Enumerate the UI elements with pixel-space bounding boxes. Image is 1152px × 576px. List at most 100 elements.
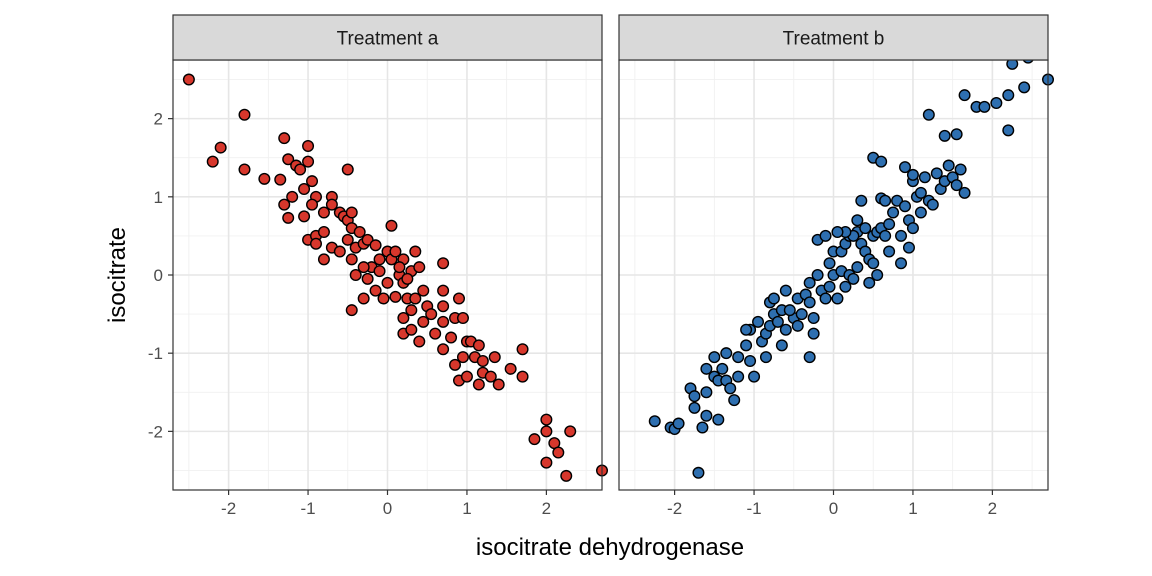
- data-point: [405, 304, 418, 317]
- y-tick-label: 2: [154, 110, 163, 129]
- data-point: [206, 155, 219, 168]
- data-point: [437, 315, 450, 328]
- x-axis-ticks: -2 -1 0 1 2: [667, 490, 997, 518]
- data-point: [333, 245, 346, 258]
- data-point: [700, 409, 713, 422]
- data-point: [353, 225, 366, 238]
- data-point: [775, 339, 788, 352]
- data-point: [282, 153, 295, 166]
- data-point: [214, 141, 227, 154]
- data-point: [811, 269, 824, 282]
- data-point: [732, 351, 745, 364]
- data-point: [274, 173, 287, 186]
- strip-background: [618, 14, 1049, 61]
- data-point: [803, 351, 816, 364]
- strip-label: Treatment a: [337, 29, 439, 50]
- data-point: [914, 186, 927, 199]
- strip-label: Treatment b: [783, 29, 885, 50]
- data-point: [954, 163, 967, 176]
- data-point: [851, 214, 864, 227]
- data-point: [847, 272, 860, 285]
- data-point: [540, 413, 553, 426]
- data-point: [899, 200, 912, 213]
- data-point: [759, 351, 772, 364]
- data-point: [317, 253, 330, 266]
- data-point: [771, 315, 784, 328]
- data-point: [484, 370, 497, 383]
- data-point: [286, 190, 299, 203]
- data-point: [472, 339, 485, 352]
- data-point: [516, 343, 529, 356]
- data-point: [357, 292, 370, 305]
- data-point: [409, 245, 422, 258]
- data-point: [413, 335, 426, 348]
- data-point: [748, 370, 761, 383]
- data-point: [688, 390, 701, 403]
- data-point: [460, 370, 473, 383]
- data-point: [803, 276, 816, 289]
- data-point: [950, 128, 963, 141]
- data-point: [401, 272, 414, 285]
- data-point: [282, 211, 295, 224]
- data-point: [409, 292, 422, 305]
- data-point: [823, 257, 836, 270]
- data-point: [238, 108, 251, 121]
- data-point: [317, 225, 330, 238]
- x-tick-label: 1: [462, 499, 471, 518]
- data-point: [325, 198, 338, 211]
- x-tick-label: 0: [383, 499, 392, 518]
- grid-lines: [173, 60, 602, 490]
- data-point: [879, 229, 892, 242]
- data-point: [887, 206, 900, 219]
- data-point: [728, 394, 741, 407]
- data-point: [472, 378, 485, 391]
- data-point: [492, 378, 505, 391]
- data-point: [294, 163, 307, 176]
- data-point: [540, 456, 553, 469]
- data-point: [456, 312, 469, 325]
- data-point: [918, 171, 931, 184]
- data-point: [437, 343, 450, 356]
- x-tick-label: 2: [988, 499, 997, 518]
- data-point: [902, 241, 915, 254]
- data-point: [720, 347, 733, 360]
- data-point: [552, 446, 565, 459]
- data-point: [449, 358, 462, 371]
- data-point: [795, 308, 808, 321]
- data-point: [922, 108, 935, 121]
- data-point: [740, 323, 753, 336]
- data-point: [779, 323, 792, 336]
- data-point: [302, 155, 315, 168]
- data-point: [875, 155, 888, 168]
- x-tick-label: -1: [300, 499, 315, 518]
- data-point: [560, 469, 573, 482]
- data-point: [740, 339, 753, 352]
- data-point: [942, 159, 955, 172]
- data-point: [819, 229, 832, 242]
- data-point: [437, 284, 450, 297]
- data-point: [345, 206, 358, 219]
- data-point: [317, 206, 330, 219]
- data-point: [341, 163, 354, 176]
- data-point: [926, 198, 939, 211]
- data-point: [258, 172, 271, 185]
- y-axis-ticks: -2 -1 0 1 2: [148, 110, 173, 441]
- data-point: [855, 194, 868, 207]
- data-point: [767, 292, 780, 305]
- data-point: [807, 312, 820, 325]
- data-point: [883, 218, 896, 231]
- data-point: [456, 351, 469, 364]
- data-point: [895, 229, 908, 242]
- data-point: [783, 304, 796, 317]
- data-point: [413, 261, 426, 274]
- data-point: [712, 413, 725, 426]
- data-point: [397, 312, 410, 325]
- data-point: [306, 175, 319, 188]
- data-point: [688, 401, 701, 414]
- data-point: [839, 280, 852, 293]
- grid-lines: [619, 60, 1048, 490]
- data-point: [540, 425, 553, 438]
- x-tick-label: -1: [746, 499, 761, 518]
- panel-treatment-b: Treatment b -2 -1 0 1 2: [618, 14, 1054, 518]
- data-point: [672, 417, 685, 430]
